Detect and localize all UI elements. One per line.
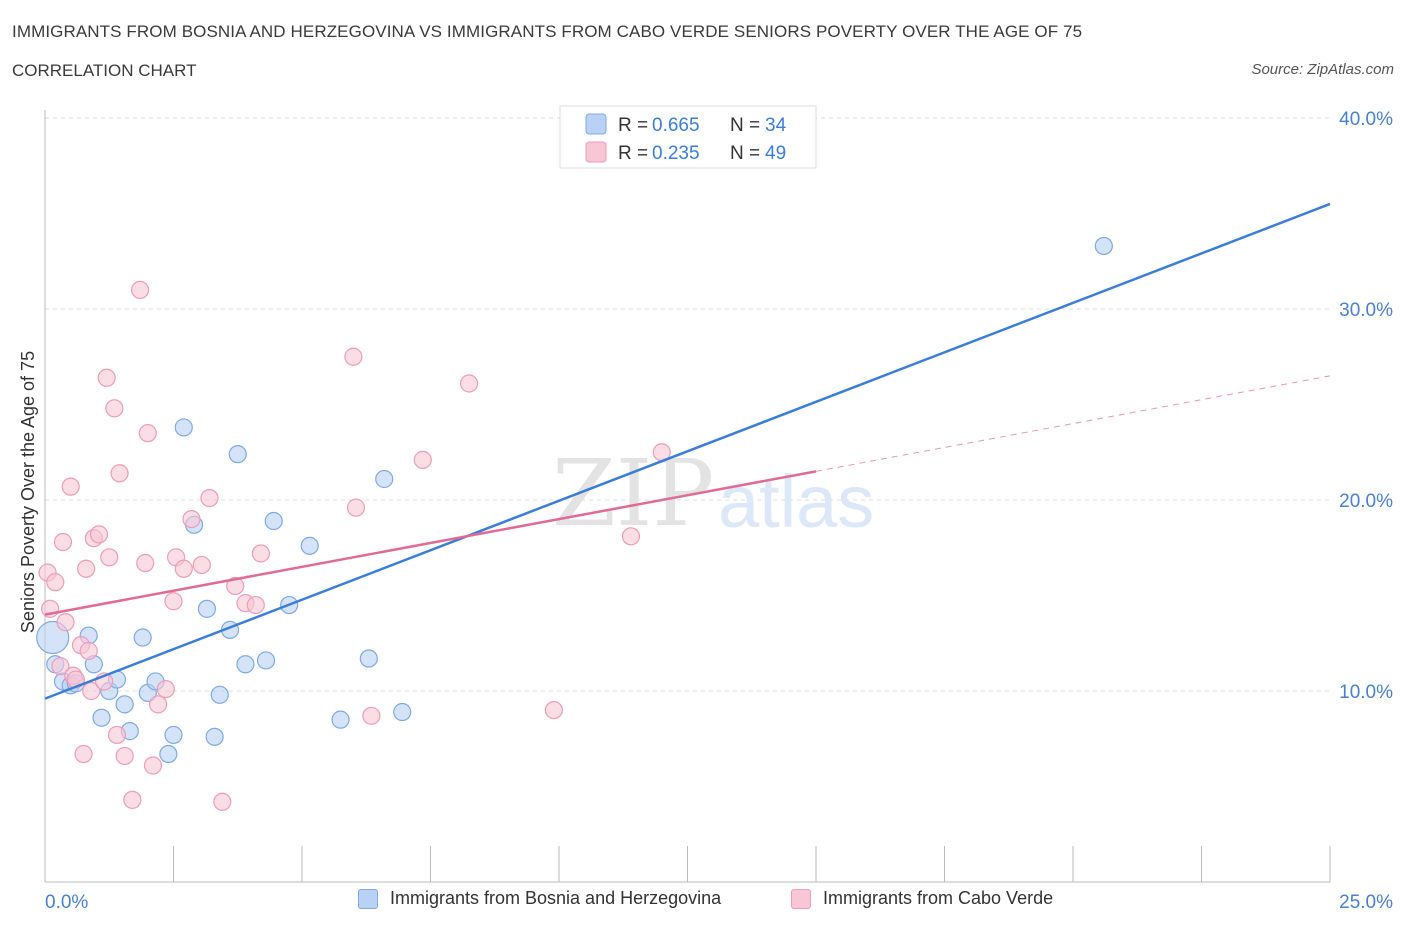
bosnia-point-30 (359, 649, 378, 668)
cabo-verde-point-34 (192, 555, 211, 575)
bosnia-point-21 (210, 685, 229, 704)
y-axis-label: Seniors Poverty Over the Age of 75 (18, 351, 38, 633)
x-tick-label-1: 25.0% (1339, 892, 1393, 913)
bosnia-point-25 (256, 651, 276, 670)
chart-title: IMMIGRANTS FROM BOSNIA AND HERZEGOVINA V… (12, 22, 1083, 41)
y-tick-label-3: 40.0% (1339, 109, 1393, 130)
cabo-verde-point-41 (344, 347, 363, 366)
y-tick-label-1: 20.0% (1339, 491, 1393, 512)
legend-item-cabo-verde: Immigrants from Cabo Verde (791, 888, 1053, 909)
cabo-verde-point-6 (61, 477, 80, 496)
bosnia-point-16 (164, 725, 183, 745)
legend-item-bosnia: Immigrants from Bosnia and Herzegovina (358, 888, 721, 909)
legend-top-swatch-blue (585, 113, 607, 135)
bosnia-point-10 (115, 695, 134, 714)
legend-bottom: Immigrants from Bosnia and Herzegovina I… (0, 888, 1406, 918)
tick-labels: 10.0% 20.0% 30.0% 40.0% 0.0% 25.0% (45, 109, 1393, 913)
legend-top-n-label-1: N = (730, 115, 760, 136)
legend-top-r-value-1: 0.665 (652, 115, 700, 136)
data-points (36, 236, 1113, 811)
legend-label-cabo-verde: Immigrants from Cabo Verde (823, 888, 1054, 908)
cabo-verde-point-36 (213, 792, 232, 811)
y-tick-label-0: 10.0% (1339, 682, 1393, 703)
legend-top-n-value-2: 49 (765, 143, 786, 164)
bosnia-point-20 (205, 727, 224, 746)
legend-top-r-label-2: R = (618, 143, 648, 164)
bosnia-point-24 (236, 655, 255, 674)
cabo-verde-point-47 (621, 527, 641, 546)
cabo-verde-point-13 (82, 681, 101, 701)
cabo-verde-point-5 (56, 613, 75, 632)
cabo-verde-point-46 (544, 700, 563, 720)
cabo-verde-point-10 (74, 744, 93, 764)
bosnia-point-17 (174, 418, 193, 437)
cabo-verde-point-19 (105, 399, 124, 418)
cabo-verde-point-17 (97, 368, 116, 387)
y-tick-label-2: 30.0% (1339, 300, 1393, 321)
bosnia-trend-line (44, 202, 1331, 700)
cabo-verde-point-3 (51, 657, 70, 676)
bosnia-point-32 (393, 702, 412, 722)
cabo-verde-point-30 (164, 592, 183, 611)
bosnia-point-28 (300, 536, 319, 555)
bosnia-point-29 (331, 710, 350, 729)
cabo-verde-point-37 (226, 576, 245, 596)
watermark-atlas: atlas (718, 460, 874, 543)
cabo-verde-trend-line (44, 470, 817, 616)
axes (44, 110, 1331, 883)
cabo-verde-point-45 (459, 374, 479, 393)
cabo-verde-trend-extension (815, 375, 1331, 472)
legend-swatch-cabo-verde (791, 888, 811, 909)
bosnia-point-33 (1094, 236, 1113, 256)
cabo-verde-point-21 (110, 464, 129, 483)
cabo-verde-point-40 (251, 544, 270, 563)
bosnia-point-7 (92, 708, 111, 727)
cabo-verde-point-35 (200, 488, 219, 508)
x-tick-label-0: 0.0% (45, 892, 88, 913)
cabo-verde-point-29 (156, 679, 175, 699)
cabo-verde-point-15 (89, 525, 109, 544)
cabo-verde-point-43 (362, 706, 381, 725)
bosnia-point-15 (159, 744, 178, 764)
cabo-verde-point-24 (130, 280, 150, 299)
cabo-verde-point-23 (123, 790, 142, 809)
trend-lines (44, 202, 1331, 700)
watermark: ZIP atlas (552, 440, 874, 547)
legend-top-n-label-2: N = (730, 143, 760, 164)
cabo-verde-point-20 (107, 725, 127, 745)
cabo-verde-point-33 (182, 509, 201, 529)
legend-label-bosnia: Immigrants from Bosnia and Herzegovina (390, 888, 722, 908)
legend-top: R = 0.665 N = 34 R = 0.235 N = 49 (559, 105, 817, 169)
cabo-verde-point-11 (77, 559, 96, 578)
cabo-verde-point-32 (174, 559, 193, 578)
bosnia-point-12 (133, 628, 152, 647)
legend-swatch-bosnia (358, 888, 378, 909)
bosnia-point-19 (197, 599, 217, 618)
cabo-verde-point-12 (79, 641, 98, 660)
cabo-verde-point-4 (53, 532, 73, 552)
cabo-verde-point-28 (148, 695, 168, 714)
cabo-verde-point-44 (413, 450, 432, 469)
bosnia-point-31 (375, 469, 394, 489)
cabo-verde-point-25 (136, 553, 155, 573)
bosnia-point-23 (228, 445, 247, 464)
bosnia-point-26 (264, 511, 283, 531)
legend-top-n-value-1: 34 (765, 115, 787, 136)
legend-top-r-label-1: R = (618, 115, 648, 136)
cabo-verde-point-2 (46, 573, 65, 592)
legend-top-r-value-2: 0.235 (652, 143, 700, 164)
source-label: Source: ZipAtlas.com (1251, 61, 1394, 78)
legend-top-swatch-pink (585, 141, 607, 163)
cabo-verde-point-26 (138, 424, 157, 443)
cabo-verde-point-22 (115, 746, 134, 766)
chart-subtitle: CORRELATION CHART (12, 61, 197, 80)
cabo-verde-point-18 (100, 548, 119, 567)
cabo-verde-point-27 (143, 756, 163, 775)
cabo-verde-point-39 (246, 595, 265, 615)
cabo-verde-point-42 (346, 498, 366, 517)
